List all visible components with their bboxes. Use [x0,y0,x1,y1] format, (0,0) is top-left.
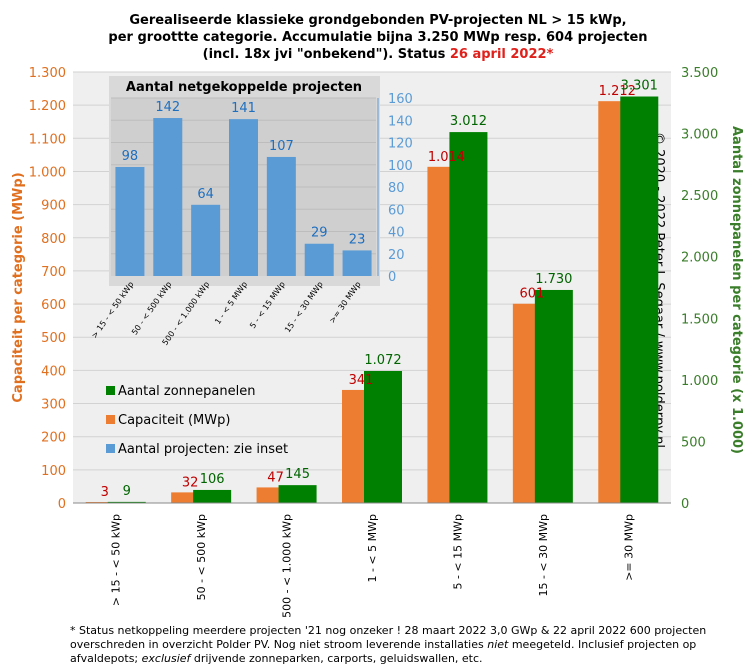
inset-y-tick-label: 0 [388,270,396,285]
panels-bar [193,489,232,503]
y-axis-tick-label: 1.000 [29,165,66,180]
footnote-line-2-b: meegeteld. Inclusief projecten op [508,638,697,651]
panels-value-label: 1.072 [364,353,401,368]
chart-title-line-1: Gerealiseerde klassieke grondgebonden PV… [129,13,626,28]
inset-bar [266,156,296,276]
capacity-value-label: 32 [182,475,199,490]
x-axis-category-label: 1 - < 5 MWp [366,514,379,583]
x-axis-category-label: 5 - < 15 MWp [451,514,464,590]
y-axis-tick-label: 800 [41,232,66,247]
panels-value-label: 145 [285,467,310,482]
inset-y-tick-label: 40 [388,226,405,241]
panels-bar [449,132,488,503]
capacity-value-label: 47 [267,470,284,485]
y-axis-tick-label: 1.100 [29,132,66,147]
panels-value-label: 1.730 [535,272,572,287]
footnote-line-3-a: afvaldepots; [70,652,142,665]
inset-y-tick-label: 80 [388,181,405,196]
inset-value-label: 107 [269,139,294,154]
y2-axis-tick-label: 3.000 [681,128,718,143]
y-axis-tick-label: 400 [41,364,66,379]
y-axis-tick-label: 600 [41,298,66,313]
legend-label: Capaciteit (MWp) [118,413,230,428]
y-axis-tick-label: 500 [41,331,66,346]
y-axis-tick-label: 1.200 [29,99,66,114]
inset-y-tick-label: 100 [388,159,413,174]
inset-bar [342,250,372,276]
y2-axis-tick-label: 3.500 [681,66,718,81]
chart-title-line-3-text: (incl. 18x jvi "onbekend"). Status [203,47,450,62]
panels-bar [534,289,573,503]
legend-swatch [106,415,115,424]
legend-label: Aantal projecten: zie inset [118,442,288,457]
inset-y-tick-label: 60 [388,203,405,218]
y2-axis-tick-label: 0 [681,497,689,512]
legend-swatch [106,386,115,395]
y-axis-tick-label: 900 [41,199,66,214]
inset-bar [229,119,258,276]
inset-value-label: 98 [122,149,139,164]
pv-projects-chart: Gerealiseerde klassieke grondgebonden PV… [11,13,744,618]
x-axis-category-label: >= 30 MWp [622,514,635,581]
y2-axis-label: Aantal zonnepanelen per categorie (x 1.0… [729,126,744,454]
y-axis-tick-label: 700 [41,265,66,280]
y2-axis-tick-label: 1.000 [681,374,718,389]
inset-y-tick-label: 140 [388,114,413,129]
panels-bar [364,370,402,503]
capacity-value-label: 1.212 [599,84,636,99]
footnote: * Status netkoppeling meerdere projecten… [70,624,740,666]
y2-axis-tick-label: 2.500 [681,189,718,204]
footnote-line-2: overschreden in overzicht Polder PV. Nog… [70,638,740,652]
capacity-value-label: 3 [101,485,109,500]
inset-value-label: 142 [155,100,180,115]
chart-title-date: 26 april 2022* [450,47,554,62]
inset-value-label: 141 [231,101,256,116]
panels-value-label: 9 [123,484,131,499]
chart-title-line-3: (incl. 18x jvi "onbekend"). Status 26 ap… [203,47,554,62]
x-axis-category-label: > 15 - < 50 kWp [110,514,123,606]
inset-y-tick-label: 20 [388,248,405,263]
footnote-line-3-em: exclusief [141,652,191,665]
footnote-line-1: * Status netkoppeling meerdere projecten… [70,624,707,637]
x-axis-category-label: 500 - < 1.000 kWp [281,514,294,618]
inset-bar [304,243,334,276]
x-axis-category-label: 15 - < 30 MWp [537,514,550,597]
capacity-value-label: 341 [349,373,374,388]
capacity-value-label: 601 [519,287,544,302]
y-axis-tick-label: 300 [41,398,66,413]
y2-axis-tick-label: 500 [681,435,706,450]
y-axis-tick-label: 100 [41,464,66,479]
capacity-value-label: 1.014 [428,150,465,165]
panels-bar [620,96,659,503]
inset-bar [115,166,145,276]
legend-swatch [106,444,115,453]
legend-label: Aantal zonnepanelen [118,384,255,399]
inset-y-tick-label: 120 [388,137,413,152]
inset-value-label: 29 [311,226,328,241]
inset-bar [191,204,221,276]
panels-value-label: 106 [200,472,225,487]
footnote-line-2-em: niet [487,638,509,651]
chart-title-line-2: per groottte categorie. Accumulatie bijn… [108,30,647,45]
footnote-line-2-a: overschreden in overzicht Polder PV. Nog… [70,638,488,651]
inset-bar [153,118,183,277]
inset-value-label: 23 [349,232,366,247]
y2-axis-tick-label: 1.500 [681,312,718,327]
inset-title: Aantal netgekoppelde projecten [126,80,362,95]
y-axis-tick-label: 1.300 [29,66,66,81]
inset-y-tick-label: 160 [388,92,413,107]
x-axis-category-label: 50 - < 500 kWp [195,514,208,600]
capacity-bar [171,492,210,503]
footnote-line-3: afvaldepots; exclusief drijvende zonnepa… [70,652,740,666]
y2-axis-tick-label: 2.000 [681,251,718,266]
y-axis-label: Capaciteit per categorie (MWp) [11,172,26,402]
panels-value-label: 3.301 [621,79,658,94]
panels-bar [278,485,317,503]
panels-bar [107,501,146,503]
footnote-line-3-b: drijvende zonneparken, carports, geluids… [190,652,483,665]
panels-value-label: 3.012 [450,114,487,129]
y-axis-tick-label: 200 [41,431,66,446]
y-axis-tick-label: 0 [58,497,66,512]
inset-value-label: 64 [197,187,214,202]
